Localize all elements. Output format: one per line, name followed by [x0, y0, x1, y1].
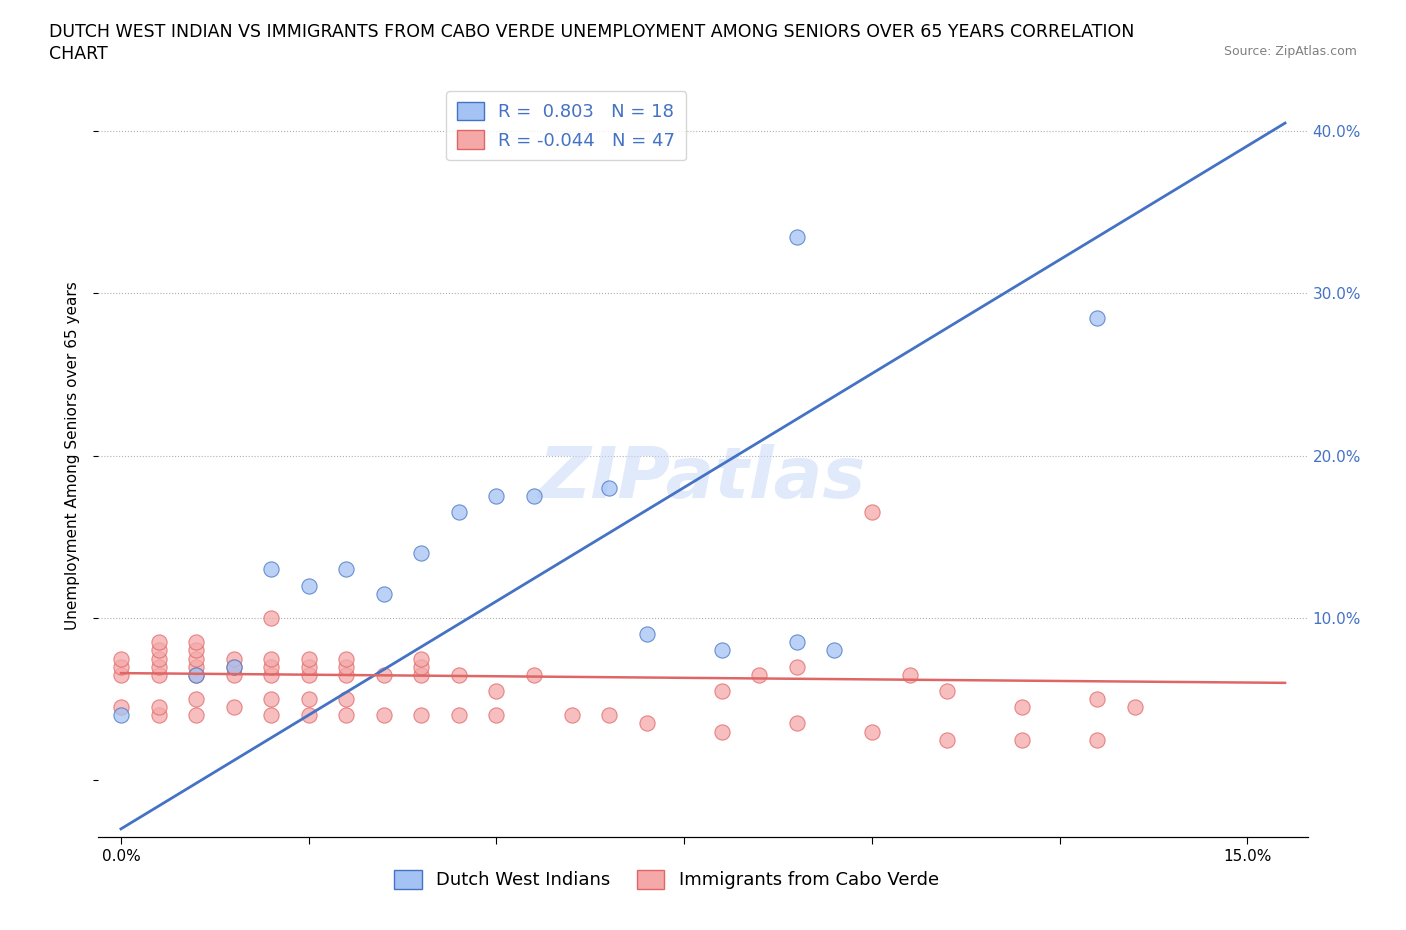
- Point: [148, 651, 170, 666]
- Point: [335, 651, 357, 666]
- Point: [411, 708, 433, 723]
- Point: [786, 229, 808, 244]
- Text: ZIPatlas: ZIPatlas: [540, 445, 866, 513]
- Point: [110, 659, 132, 674]
- Point: [786, 659, 808, 674]
- Point: [447, 708, 470, 723]
- Point: [786, 716, 808, 731]
- Point: [184, 643, 207, 658]
- Point: [148, 643, 170, 658]
- Legend: Dutch West Indians, Immigrants from Cabo Verde: Dutch West Indians, Immigrants from Cabo…: [387, 863, 946, 897]
- Point: [748, 668, 770, 683]
- Point: [411, 659, 433, 674]
- Point: [184, 668, 207, 683]
- Point: [260, 708, 283, 723]
- Point: [710, 643, 733, 658]
- Point: [148, 708, 170, 723]
- Point: [260, 562, 283, 577]
- Point: [148, 699, 170, 714]
- Point: [298, 668, 321, 683]
- Point: [936, 684, 959, 698]
- Text: DUTCH WEST INDIAN VS IMMIGRANTS FROM CABO VERDE UNEMPLOYMENT AMONG SENIORS OVER : DUTCH WEST INDIAN VS IMMIGRANTS FROM CAB…: [49, 23, 1135, 41]
- Point: [335, 708, 357, 723]
- Point: [110, 708, 132, 723]
- Point: [260, 659, 283, 674]
- Point: [936, 732, 959, 747]
- Point: [1011, 732, 1033, 747]
- Point: [298, 578, 321, 593]
- Point: [110, 668, 132, 683]
- Point: [373, 668, 395, 683]
- Point: [184, 708, 207, 723]
- Point: [860, 505, 883, 520]
- Point: [710, 724, 733, 739]
- Point: [298, 708, 321, 723]
- Point: [710, 684, 733, 698]
- Point: [260, 651, 283, 666]
- Point: [222, 699, 245, 714]
- Point: [1085, 692, 1108, 707]
- Point: [373, 708, 395, 723]
- Point: [110, 651, 132, 666]
- Point: [184, 635, 207, 650]
- Point: [786, 635, 808, 650]
- Point: [222, 659, 245, 674]
- Point: [1085, 732, 1108, 747]
- Point: [898, 668, 921, 683]
- Y-axis label: Unemployment Among Seniors over 65 years: Unemployment Among Seniors over 65 years: [65, 282, 80, 631]
- Point: [184, 659, 207, 674]
- Point: [485, 708, 508, 723]
- Point: [298, 651, 321, 666]
- Point: [148, 668, 170, 683]
- Point: [260, 668, 283, 683]
- Point: [636, 716, 658, 731]
- Point: [148, 635, 170, 650]
- Point: [561, 708, 583, 723]
- Point: [860, 724, 883, 739]
- Point: [335, 668, 357, 683]
- Point: [447, 668, 470, 683]
- Point: [598, 708, 620, 723]
- Text: CHART: CHART: [49, 45, 108, 62]
- Point: [1123, 699, 1146, 714]
- Point: [411, 651, 433, 666]
- Point: [260, 692, 283, 707]
- Point: [1011, 699, 1033, 714]
- Point: [598, 481, 620, 496]
- Point: [411, 546, 433, 561]
- Point: [1085, 311, 1108, 325]
- Point: [184, 651, 207, 666]
- Point: [335, 659, 357, 674]
- Point: [222, 651, 245, 666]
- Point: [222, 659, 245, 674]
- Point: [298, 659, 321, 674]
- Point: [148, 659, 170, 674]
- Point: [260, 610, 283, 625]
- Point: [373, 586, 395, 601]
- Point: [184, 692, 207, 707]
- Point: [110, 699, 132, 714]
- Text: Source: ZipAtlas.com: Source: ZipAtlas.com: [1223, 45, 1357, 58]
- Point: [447, 505, 470, 520]
- Point: [523, 668, 546, 683]
- Point: [636, 627, 658, 642]
- Point: [222, 668, 245, 683]
- Point: [485, 684, 508, 698]
- Point: [335, 692, 357, 707]
- Point: [298, 692, 321, 707]
- Point: [335, 562, 357, 577]
- Point: [823, 643, 845, 658]
- Point: [411, 668, 433, 683]
- Point: [184, 668, 207, 683]
- Point: [523, 489, 546, 504]
- Point: [485, 489, 508, 504]
